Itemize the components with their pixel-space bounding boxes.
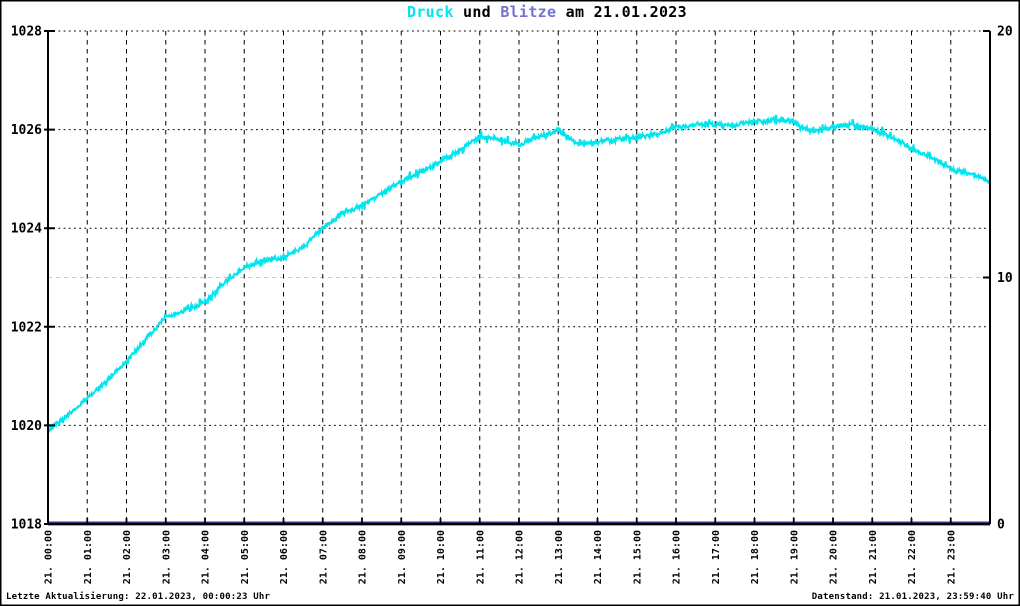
y-left-tick-label: 1026 xyxy=(11,123,42,138)
x-axis-ticks xyxy=(47,518,952,524)
x-tick-label: 21. 05:00 xyxy=(240,530,251,584)
y-left-tick-label: 1028 xyxy=(11,25,42,40)
x-tick-label: 21. 10:00 xyxy=(436,530,447,584)
x-tick-label: 21. 20:00 xyxy=(829,530,840,584)
x-tick-label: 21. 13:00 xyxy=(554,530,565,584)
x-tick-label: 21. 03:00 xyxy=(161,530,172,584)
gridlines xyxy=(48,30,990,524)
y-left-tick-label: 1024 xyxy=(11,222,42,237)
chart-title-part: Druck xyxy=(407,3,454,21)
y-left-tick-label: 1020 xyxy=(11,419,42,434)
chart-title-part: am 21.01.2023 xyxy=(556,3,687,21)
y-right-tick-label: 10 xyxy=(997,271,1013,286)
x-tick-label: 21. 12:00 xyxy=(515,530,526,584)
last-update-text: Letzte Aktualisierung: 22.01.2023, 00:00… xyxy=(6,592,271,602)
x-tick-label: 21. 16:00 xyxy=(672,530,683,584)
y-left-tick-label: 1022 xyxy=(11,320,42,335)
x-tick-label: 21. 01:00 xyxy=(83,530,94,584)
x-tick-label: 21. 22:00 xyxy=(907,530,918,584)
x-tick-label: 21. 15:00 xyxy=(632,530,643,584)
axes xyxy=(44,30,991,525)
chart-title-part: Blitze xyxy=(500,3,557,21)
x-tick-label: 21. 14:00 xyxy=(593,530,604,584)
x-tick-label: 21. 21:00 xyxy=(868,530,879,584)
x-tick-label: 21. 02:00 xyxy=(122,530,133,584)
y-left-tick-label: 1018 xyxy=(11,518,42,533)
vertical-gridlines xyxy=(86,31,952,524)
x-tick-label: 21. 08:00 xyxy=(358,530,369,584)
chart-title: Druck und Blitze am 21.01.2023 xyxy=(407,3,687,21)
x-tick-label: 21. 11:00 xyxy=(475,530,486,584)
right-axis-ticks xyxy=(983,30,990,525)
chart-title-part: und xyxy=(453,3,501,21)
y-right-tick-label: 20 xyxy=(997,25,1013,40)
druck-series-line xyxy=(47,114,991,433)
left-axis-ticks xyxy=(44,30,55,525)
y-right-tick-label: 0 xyxy=(997,518,1005,533)
x-tick-label: 21. 23:00 xyxy=(946,530,957,584)
data-state-text: Datenstand: 21.01.2023, 23:59:40 Uhr xyxy=(811,592,1014,602)
x-tick-label: 21. 00:00 xyxy=(44,530,55,584)
x-tick-label: 21. 19:00 xyxy=(789,530,800,584)
x-tick-label: 21. 18:00 xyxy=(750,530,761,584)
x-tick-label: 21. 07:00 xyxy=(318,530,329,584)
x-tick-label: 21. 06:00 xyxy=(279,530,290,584)
x-tick-label: 21. 17:00 xyxy=(711,530,722,584)
x-tick-label: 21. 04:00 xyxy=(201,530,212,584)
x-tick-label: 21. 09:00 xyxy=(397,530,408,584)
